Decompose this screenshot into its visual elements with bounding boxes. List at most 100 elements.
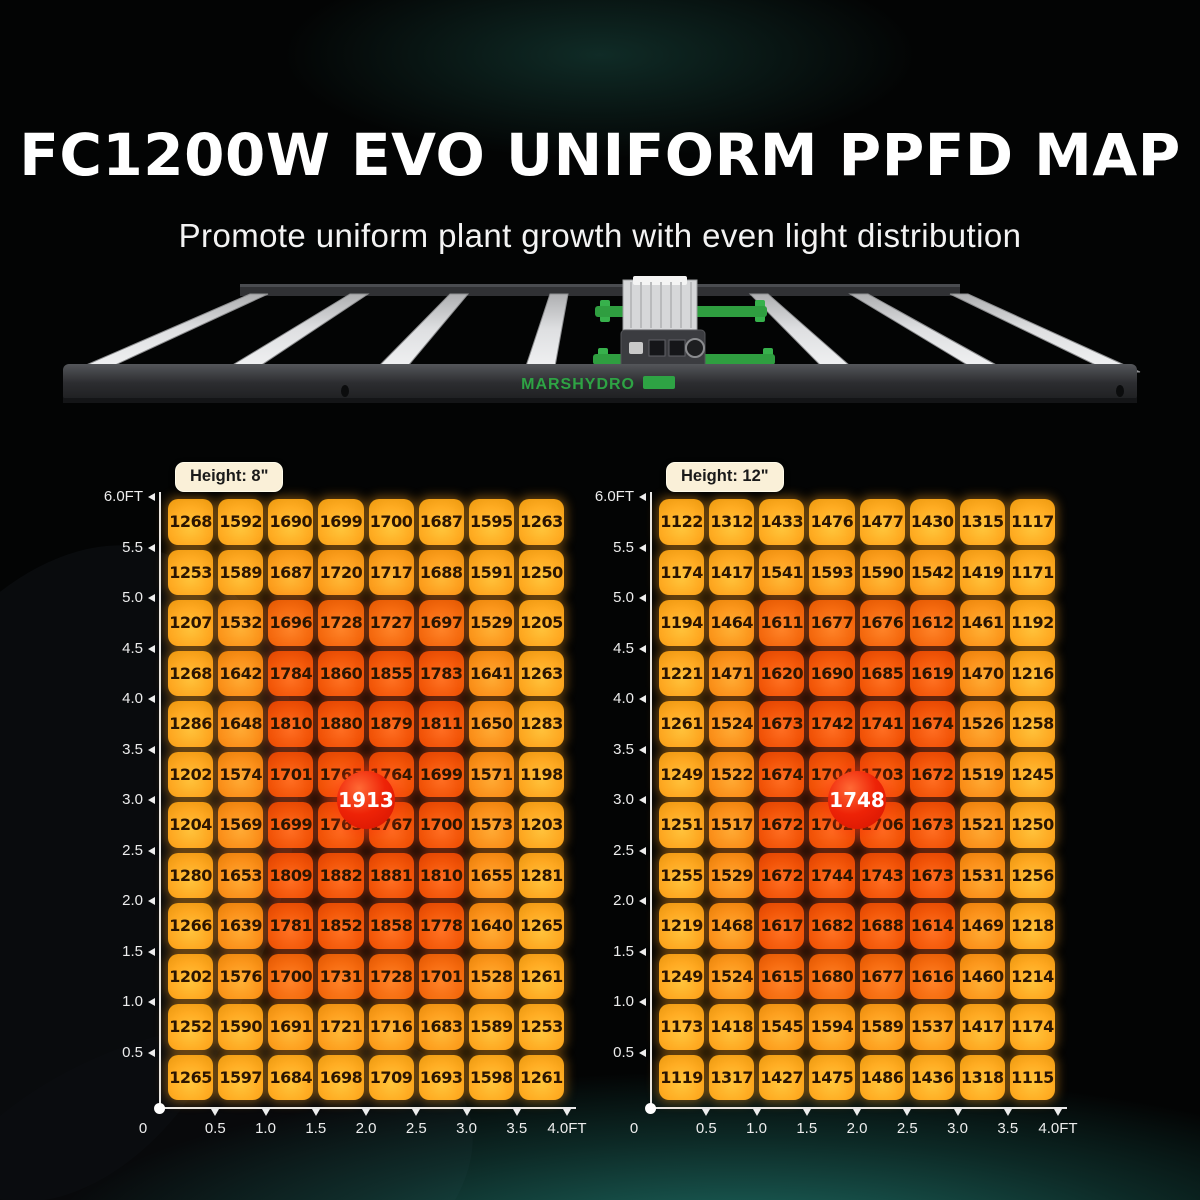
ppfd-cell: 1266 bbox=[168, 903, 214, 949]
brand-logo: MARSHYDRO bbox=[521, 376, 635, 393]
ppfd-cell: 1477 bbox=[859, 499, 905, 545]
ppfd-cell: 1576 bbox=[218, 953, 264, 999]
ppfd-cell: 1684 bbox=[268, 1054, 314, 1100]
ppfd-cell: 1205 bbox=[518, 600, 564, 646]
ppfd-cell: 1221 bbox=[659, 650, 705, 696]
ppfd-cell: 1218 bbox=[1009, 903, 1055, 949]
ppfd-cell: 1640 bbox=[468, 903, 514, 949]
ppfd-cell: 1700 bbox=[368, 499, 414, 545]
y-axis-label: 0.5 bbox=[122, 1043, 143, 1061]
x-axis-tick bbox=[362, 1109, 370, 1116]
ppfd-cell: 1524 bbox=[709, 701, 755, 747]
ppfd-cell: 1852 bbox=[318, 903, 364, 949]
ppfd-cell: 1571 bbox=[468, 751, 514, 797]
ppfd-cell: 1312 bbox=[709, 499, 755, 545]
x-axis-label: 2.5 bbox=[405, 1120, 427, 1137]
ppfd-cell: 1881 bbox=[368, 852, 414, 898]
ppfd-cell: 1268 bbox=[168, 499, 214, 545]
ppfd-chart-height-8: Height: 8" 1268 1592 1690 1699 1700 1687 1595 1… bbox=[95, 460, 655, 1170]
y-axis-tick bbox=[639, 644, 646, 653]
x-axis-tick bbox=[702, 1109, 711, 1116]
heatmap-plot: 1268 1592 1690 1699 1700 1687 1595 1263 1253 1589… bbox=[104, 488, 587, 1137]
ppfd-cell: 1280 bbox=[168, 852, 214, 898]
y-axis-label: 3.5 bbox=[122, 740, 143, 758]
front-beam: MARSHYDRO bbox=[63, 364, 1137, 403]
y-axis-tick bbox=[148, 745, 155, 754]
ppfd-cell: 1674 bbox=[759, 751, 805, 797]
x-axis-label: 2.5 bbox=[896, 1120, 918, 1137]
ppfd-cell: 1256 bbox=[1009, 852, 1055, 898]
ppfd-cell: 1427 bbox=[759, 1054, 805, 1100]
ppfd-cell: 1461 bbox=[959, 600, 1005, 646]
y-axis-label: 1.0 bbox=[122, 993, 143, 1010]
ppfd-cell: 1612 bbox=[909, 600, 955, 646]
ppfd-cell: 1784 bbox=[268, 650, 314, 696]
ppfd-cell: 1727 bbox=[368, 600, 414, 646]
ppfd-cell: 1249 bbox=[659, 953, 705, 999]
ppfd-cell: 1265 bbox=[518, 903, 564, 949]
x-axis: 0 0.5 1.0 1.5 2.0 2.5 3.0 3.5 4.0FT bbox=[630, 497, 1078, 1137]
y-axis-label: 5.0 bbox=[122, 589, 143, 606]
y-axis: 6.0FT 5.5 5.0 4.5 4.0 3.5 3.0 2.5 2.0 1.5 1.0 0.5 bbox=[104, 488, 567, 1103]
ppfd-cell: 1464 bbox=[709, 600, 755, 646]
x-axis-label: 4.0FT bbox=[547, 1120, 587, 1137]
x-axis-label: 0 bbox=[629, 1120, 639, 1137]
ppfd-cell: 1263 bbox=[518, 650, 564, 696]
ppfd-cell: 1672 bbox=[759, 852, 805, 898]
ppfd-cell: 1529 bbox=[468, 600, 514, 646]
ppfd-cell: 1595 bbox=[468, 499, 514, 545]
ppfd-cell: 1699 bbox=[268, 802, 314, 848]
x-axis-label: 2.0 bbox=[355, 1120, 377, 1137]
ppfd-cell: 1589 bbox=[468, 1004, 514, 1050]
ppfd-cell: 1699 bbox=[418, 751, 464, 797]
ppfd-cell: 1672 bbox=[759, 802, 805, 848]
y-axis-tick bbox=[148, 897, 155, 905]
ppfd-cell: 1417 bbox=[709, 549, 755, 595]
ppfd-cell: 1253 bbox=[168, 549, 214, 595]
ppfd-cell: 1690 bbox=[809, 650, 855, 696]
ppfd-cell: 1418 bbox=[709, 1004, 755, 1050]
height-badge: Height: 12" bbox=[666, 462, 784, 492]
ppfd-cell: 1115 bbox=[1009, 1054, 1055, 1100]
grow-light-product-image: MARSHYDRO bbox=[63, 276, 1141, 403]
ppfd-cell: 1742 bbox=[809, 701, 855, 747]
ppfd-cell: 1696 bbox=[268, 600, 314, 646]
control-panel bbox=[620, 329, 706, 369]
ppfd-cell: 1470 bbox=[959, 650, 1005, 696]
ppfd-cell: 1676 bbox=[859, 600, 905, 646]
ppfd-cell: 1486 bbox=[859, 1054, 905, 1100]
ppfd-cell: 1810 bbox=[418, 852, 464, 898]
ppfd-cell: 1202 bbox=[168, 751, 214, 797]
ppfd-cell: 1204 bbox=[168, 802, 214, 848]
ppfd-cell: 1249 bbox=[659, 751, 705, 797]
ppfd-cell: 1281 bbox=[518, 852, 564, 898]
ppfd-cell: 1597 bbox=[218, 1054, 264, 1100]
x-axis-label: 0.5 bbox=[695, 1120, 717, 1137]
ppfd-cell: 1589 bbox=[859, 1004, 905, 1050]
y-axis-label: 4.0 bbox=[613, 690, 634, 707]
x-axis-tick bbox=[903, 1109, 912, 1116]
x-axis-tick bbox=[261, 1109, 270, 1116]
ppfd-cell: 1194 bbox=[659, 600, 705, 646]
ppfd-cell: 1614 bbox=[909, 903, 955, 949]
ppfd-cell: 1783 bbox=[418, 650, 464, 696]
ppfd-cell: 1574 bbox=[218, 751, 264, 797]
ppfd-cell: 1519 bbox=[959, 751, 1005, 797]
ppfd-cell: 1174 bbox=[1009, 1004, 1055, 1050]
ppfd-cell: 1674 bbox=[909, 701, 955, 747]
x-axis-tick bbox=[311, 1109, 320, 1116]
y-axis-label: 2.0 bbox=[122, 892, 143, 909]
x-axis-tick bbox=[802, 1109, 811, 1116]
ppfd-cell: 1252 bbox=[168, 1004, 214, 1050]
x-axis-line bbox=[650, 1107, 1067, 1109]
ppfd-cell: 1720 bbox=[318, 549, 364, 595]
page-subtitle: Promote uniform plant growth with even l… bbox=[178, 217, 1022, 254]
ppfd-cell: 1192 bbox=[1009, 600, 1055, 646]
heatmap-grid: 1268 1592 1690 1699 1700 1687 1595 1263 1253 1589… bbox=[168, 499, 564, 1100]
y-axis-label: 3.5 bbox=[613, 740, 634, 758]
x-axis-label: 1.5 bbox=[305, 1120, 327, 1137]
ppfd-cell: 1471 bbox=[709, 650, 755, 696]
ppfd-cell: 1693 bbox=[418, 1054, 464, 1100]
ppfd-cell: 1691 bbox=[268, 1004, 314, 1050]
ppfd-cell: 1590 bbox=[859, 549, 905, 595]
